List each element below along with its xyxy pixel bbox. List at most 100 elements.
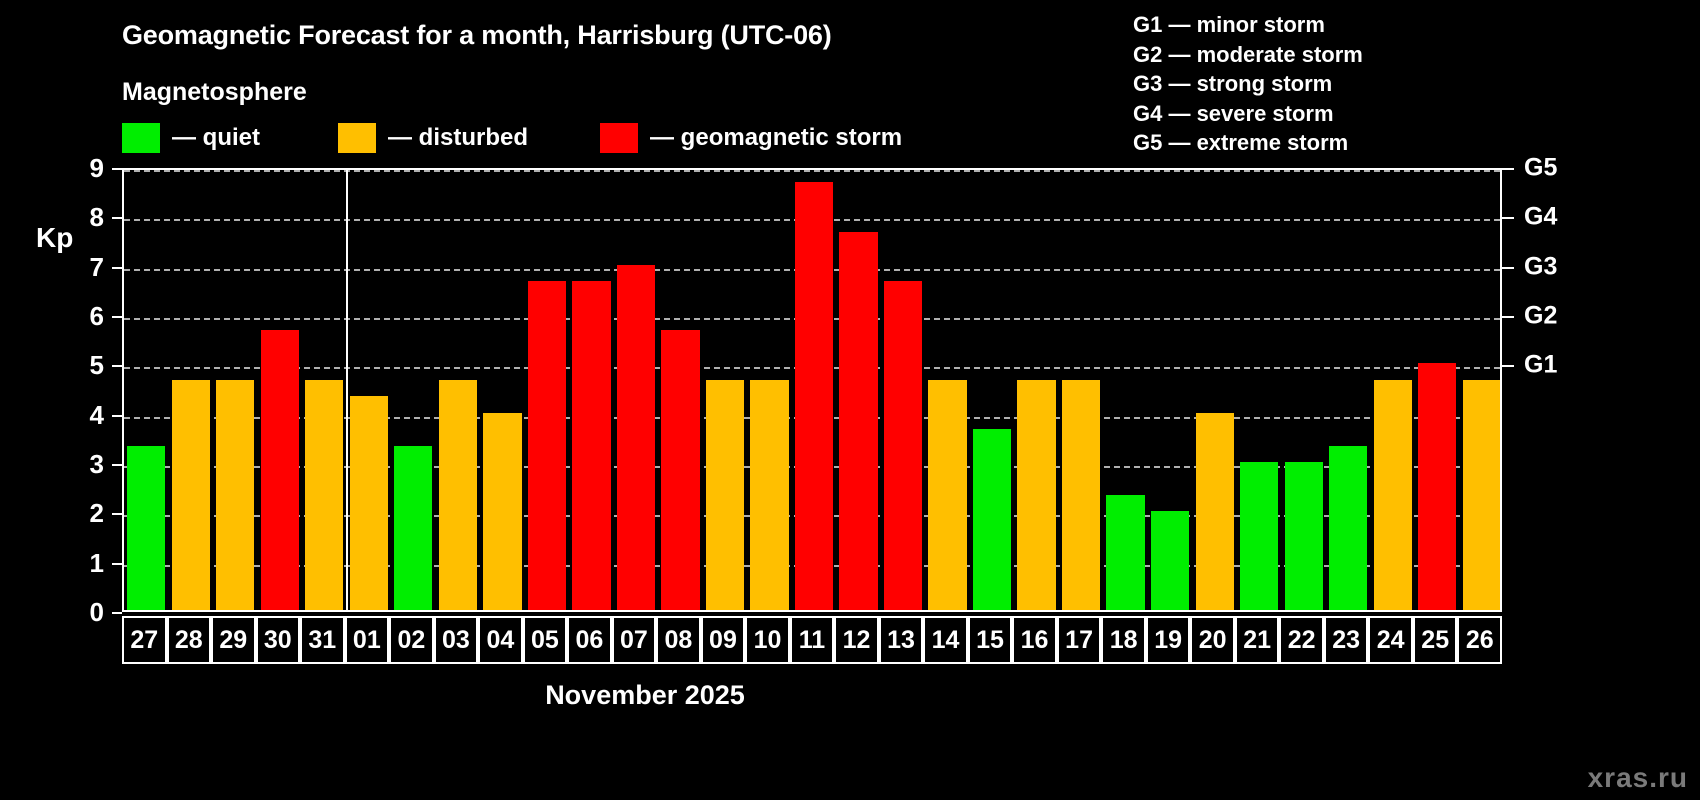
bar-day-20[interactable] bbox=[1195, 412, 1234, 610]
g-scale-legend-line-g2: G2 — moderate storm bbox=[1133, 41, 1363, 67]
day-label-28[interactable]: 28 bbox=[166, 616, 212, 664]
day-label-11[interactable]: 11 bbox=[789, 616, 835, 664]
y-tick-label-0: 0 bbox=[89, 597, 104, 627]
y-tick-label-8: 8 bbox=[89, 202, 104, 233]
bar-day-09[interactable] bbox=[705, 379, 745, 610]
bar-day-25[interactable] bbox=[1418, 363, 1457, 610]
bars-container bbox=[124, 170, 1500, 610]
bar-day-07[interactable] bbox=[616, 264, 656, 610]
day-label-16[interactable]: 16 bbox=[1012, 616, 1057, 664]
y-tick-label-4: 4 bbox=[89, 399, 104, 430]
bar-day-11[interactable] bbox=[794, 182, 834, 610]
watermark: xras.ru bbox=[1587, 762, 1688, 793]
day-label-14[interactable]: 14 bbox=[923, 616, 968, 664]
day-label-05[interactable]: 05 bbox=[522, 616, 568, 664]
bar-day-10[interactable] bbox=[750, 379, 789, 610]
g-scale-legend-line-g3: G3 — strong storm bbox=[1133, 71, 1333, 96]
bar-day-08[interactable] bbox=[661, 330, 700, 610]
day-label-17[interactable]: 17 bbox=[1056, 616, 1102, 664]
bar-day-16[interactable] bbox=[1017, 379, 1056, 610]
day-label-06[interactable]: 06 bbox=[567, 616, 612, 664]
day-label-03[interactable]: 03 bbox=[433, 616, 479, 664]
day-label-29[interactable]: 29 bbox=[211, 616, 256, 664]
bar-day-13[interactable] bbox=[883, 280, 923, 610]
bar-day-04[interactable] bbox=[483, 412, 522, 610]
legend-item-storm: — geomagnetic storm bbox=[600, 122, 902, 154]
bar-day-22[interactable] bbox=[1284, 462, 1323, 610]
bar-day-01[interactable] bbox=[349, 396, 388, 610]
day-label-07[interactable]: 07 bbox=[611, 616, 657, 664]
day-label-27[interactable]: 27 bbox=[122, 616, 167, 664]
y-tick-mark-0 bbox=[112, 612, 122, 614]
bar-day-12[interactable] bbox=[839, 231, 878, 610]
bar-day-02[interactable] bbox=[394, 445, 433, 610]
plot-inner bbox=[124, 170, 1500, 610]
bar-day-05[interactable] bbox=[527, 280, 567, 610]
day-label-20[interactable]: 20 bbox=[1190, 616, 1235, 664]
y-axis: 0 1 2 3 4 5 6 7 8 9 bbox=[0, 155, 122, 625]
y-tick-mark-7 bbox=[112, 266, 122, 269]
legend-label-quiet: — quiet bbox=[172, 124, 260, 151]
day-label-18[interactable]: 18 bbox=[1101, 616, 1146, 664]
bar-day-17[interactable] bbox=[1061, 379, 1101, 610]
day-label-23[interactable]: 23 bbox=[1323, 616, 1369, 664]
bar-day-14[interactable] bbox=[928, 379, 967, 610]
g-tick-label-G4: G4 bbox=[1524, 202, 1558, 231]
bar-day-29[interactable] bbox=[216, 379, 255, 610]
bar-day-26[interactable] bbox=[1462, 379, 1500, 610]
g-axis: G1 G2 G3 G4 G5 bbox=[1502, 155, 1622, 612]
day-label-15[interactable]: 15 bbox=[967, 616, 1013, 664]
day-axis-labels: 27 28 29 30 31 01 02 03 04 05 06 07 08 09 10 11 12 13 14 15… bbox=[122, 616, 1502, 664]
g-tick-label-G1: G1 bbox=[1524, 350, 1558, 379]
y-axis-title: Kp bbox=[36, 222, 74, 253]
bar-day-31[interactable] bbox=[305, 379, 344, 610]
day-label-24[interactable]: 24 bbox=[1368, 616, 1413, 664]
bar-day-30[interactable] bbox=[260, 330, 299, 610]
g-tick-mark-G2 bbox=[1502, 316, 1514, 318]
bar-day-27[interactable] bbox=[127, 445, 166, 610]
day-label-04[interactable]: 04 bbox=[478, 616, 523, 664]
bar-day-19[interactable] bbox=[1150, 511, 1190, 610]
bar-day-06[interactable] bbox=[572, 280, 611, 610]
y-tick-mark-2 bbox=[112, 513, 122, 516]
day-label-10[interactable]: 10 bbox=[745, 616, 790, 664]
y-tick-mark-4 bbox=[112, 414, 122, 417]
y-tick-label-6: 6 bbox=[89, 301, 104, 331]
day-label-22[interactable]: 22 bbox=[1279, 616, 1324, 664]
day-label-31[interactable]: 31 bbox=[300, 616, 345, 664]
gridline-kp-9 bbox=[124, 170, 1500, 172]
day-label-12[interactable]: 12 bbox=[834, 616, 879, 664]
y-tick-label-2: 2 bbox=[89, 498, 104, 529]
day-label-02[interactable]: 02 bbox=[389, 616, 434, 664]
bar-day-23[interactable] bbox=[1329, 445, 1368, 610]
g-tick-label-G3: G3 bbox=[1524, 252, 1558, 281]
day-label-21[interactable]: 21 bbox=[1234, 616, 1280, 664]
bar-day-24[interactable] bbox=[1373, 379, 1412, 610]
day-label-08[interactable]: 08 bbox=[656, 616, 701, 664]
day-label-30[interactable]: 30 bbox=[255, 616, 301, 664]
bar-day-15[interactable] bbox=[972, 428, 1012, 610]
bar-day-21[interactable] bbox=[1240, 462, 1279, 610]
y-tick-mark-1 bbox=[112, 562, 122, 565]
day-label-26[interactable]: 26 bbox=[1457, 616, 1502, 664]
legend-label-storm: — geomagnetic storm bbox=[650, 124, 903, 151]
g-scale-legend-line-g1: G1 — minor storm bbox=[1133, 12, 1325, 37]
day-label-25[interactable]: 25 bbox=[1412, 616, 1458, 664]
day-label-19[interactable]: 19 bbox=[1145, 616, 1191, 664]
page-title: Geomagnetic Forecast for a month, Harris… bbox=[122, 20, 832, 50]
legend-heading: Magnetosphere bbox=[122, 78, 307, 106]
bar-day-28[interactable] bbox=[171, 379, 210, 610]
bar-day-03[interactable] bbox=[438, 379, 477, 610]
g-tick-mark-G4 bbox=[1502, 217, 1514, 220]
g-tick-label-G2: G2 bbox=[1524, 301, 1558, 330]
g-scale-legend-line-g4: G4 — severe storm bbox=[1133, 100, 1334, 126]
day-label-13[interactable]: 13 bbox=[878, 616, 924, 664]
y-tick-mark-9 bbox=[112, 168, 122, 170]
day-label-01[interactable]: 01 bbox=[344, 616, 390, 664]
y-tick-mark-3 bbox=[112, 464, 122, 466]
bar-day-18[interactable] bbox=[1106, 495, 1145, 610]
y-tick-mark-5 bbox=[112, 365, 122, 368]
month-separator-line bbox=[345, 170, 348, 610]
g-tick-mark-G3 bbox=[1502, 266, 1514, 269]
day-label-09[interactable]: 09 bbox=[700, 616, 746, 664]
